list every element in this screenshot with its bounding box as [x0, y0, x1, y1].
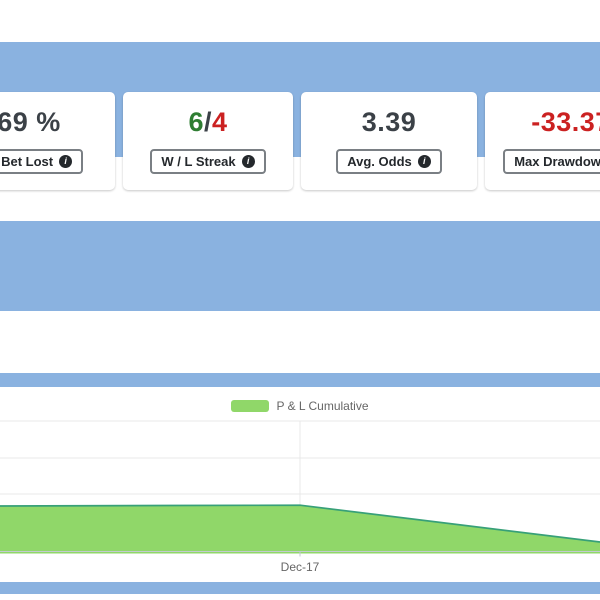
- pl-cumulative-area-chart: [0, 420, 600, 557]
- loss-streak-value: 4: [212, 106, 228, 137]
- stat-label-text: Avg. Odds: [347, 153, 412, 169]
- stat-value-wl-streak: 6/4: [188, 106, 228, 137]
- win-streak-value: 6: [188, 106, 204, 137]
- stat-card-pct-bet-lost: 69 % % Bet Lost: [0, 92, 115, 190]
- chart-legend: P & L Cumulative: [0, 399, 600, 413]
- stat-label-text: % Bet Lost: [0, 153, 54, 169]
- stat-label-text: Max Drawdown: [514, 153, 600, 169]
- stat-label-badge: Max Drawdown: [503, 148, 600, 174]
- stat-value-max-drawdown: -33.37: [531, 106, 600, 137]
- x-axis-tick-label: Dec-17: [280, 560, 320, 574]
- stat-card-wl-streak: 6/4 W / L Streak: [123, 92, 293, 190]
- streak-separator: /: [203, 106, 212, 137]
- bottom-band: [0, 582, 600, 594]
- stat-card-max-drawdown: -33.37 Max Drawdown: [485, 92, 600, 190]
- pl-cumulative-chart-section: P & L Cumulative Dec-17: [0, 387, 600, 582]
- stat-label-text: W / L Streak: [161, 153, 236, 169]
- stat-label-badge: % Bet Lost: [0, 148, 84, 174]
- info-icon[interactable]: [241, 154, 255, 168]
- filters-band: Liga Aguila, HRV 1. HNL, DEU 2. Bundesli…: [0, 221, 600, 520]
- stat-label-badge: Avg. Odds: [336, 148, 442, 174]
- legend-label: P & L Cumulative: [276, 399, 369, 413]
- stats-band: 69 % % Bet Lost 6/4 W / L Streak 3.39 Av…: [0, 42, 600, 190]
- stat-value-pct-bet-lost: 69 %: [0, 106, 61, 137]
- legend-swatch-icon: [231, 400, 270, 412]
- stat-card-avg-odds: 3.39 Avg. Odds: [301, 92, 477, 190]
- stat-value-avg-odds: 3.39: [361, 106, 417, 137]
- stat-label-badge: W / L Streak: [150, 148, 266, 174]
- info-icon[interactable]: [59, 154, 73, 168]
- info-icon[interactable]: [417, 154, 431, 168]
- divider-band: [0, 373, 600, 387]
- legend-item-pl-cumulative[interactable]: P & L Cumulative: [231, 399, 369, 413]
